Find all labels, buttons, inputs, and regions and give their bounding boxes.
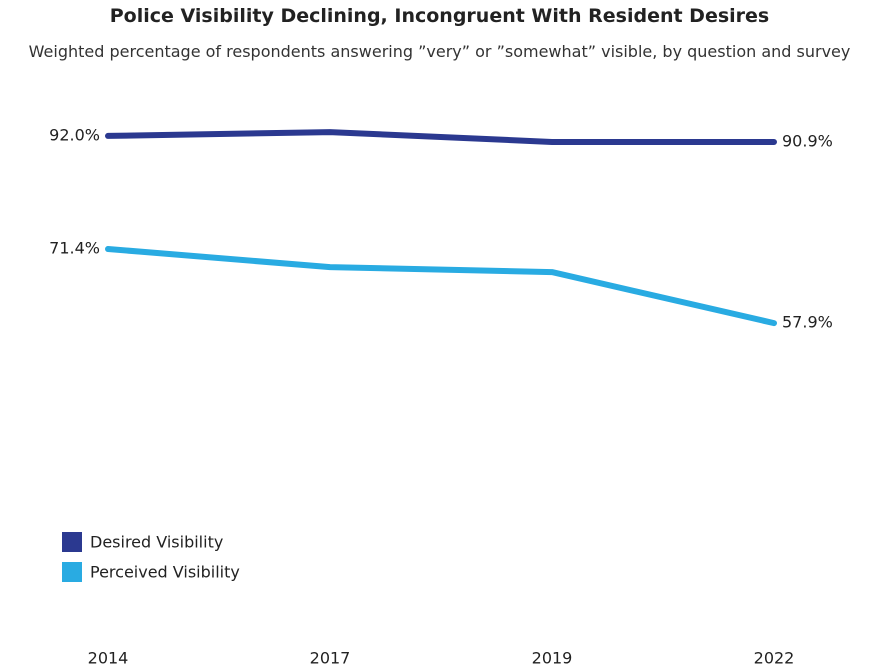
legend-label: Desired Visibility <box>90 533 223 552</box>
x-tick-label: 2017 <box>310 649 351 668</box>
legend-swatch <box>62 562 82 582</box>
chart-title: Police Visibility Declining, Incongruent… <box>109 5 770 27</box>
data-label: 71.4% <box>49 239 100 258</box>
legend-label: Perceived Visibility <box>90 563 240 582</box>
x-tick-label: 2014 <box>88 649 129 668</box>
series-line <box>105 129 777 145</box>
series-line <box>105 246 777 327</box>
x-tick-label: 2022 <box>754 649 795 668</box>
data-label: 92.0% <box>49 125 100 144</box>
data-label: 57.9% <box>782 313 833 332</box>
data-label: 90.9% <box>782 131 833 150</box>
legend-swatch <box>62 532 82 552</box>
chart-subtitle: Weighted percentage of respondents answe… <box>28 42 851 61</box>
x-tick-label: 2019 <box>532 649 573 668</box>
